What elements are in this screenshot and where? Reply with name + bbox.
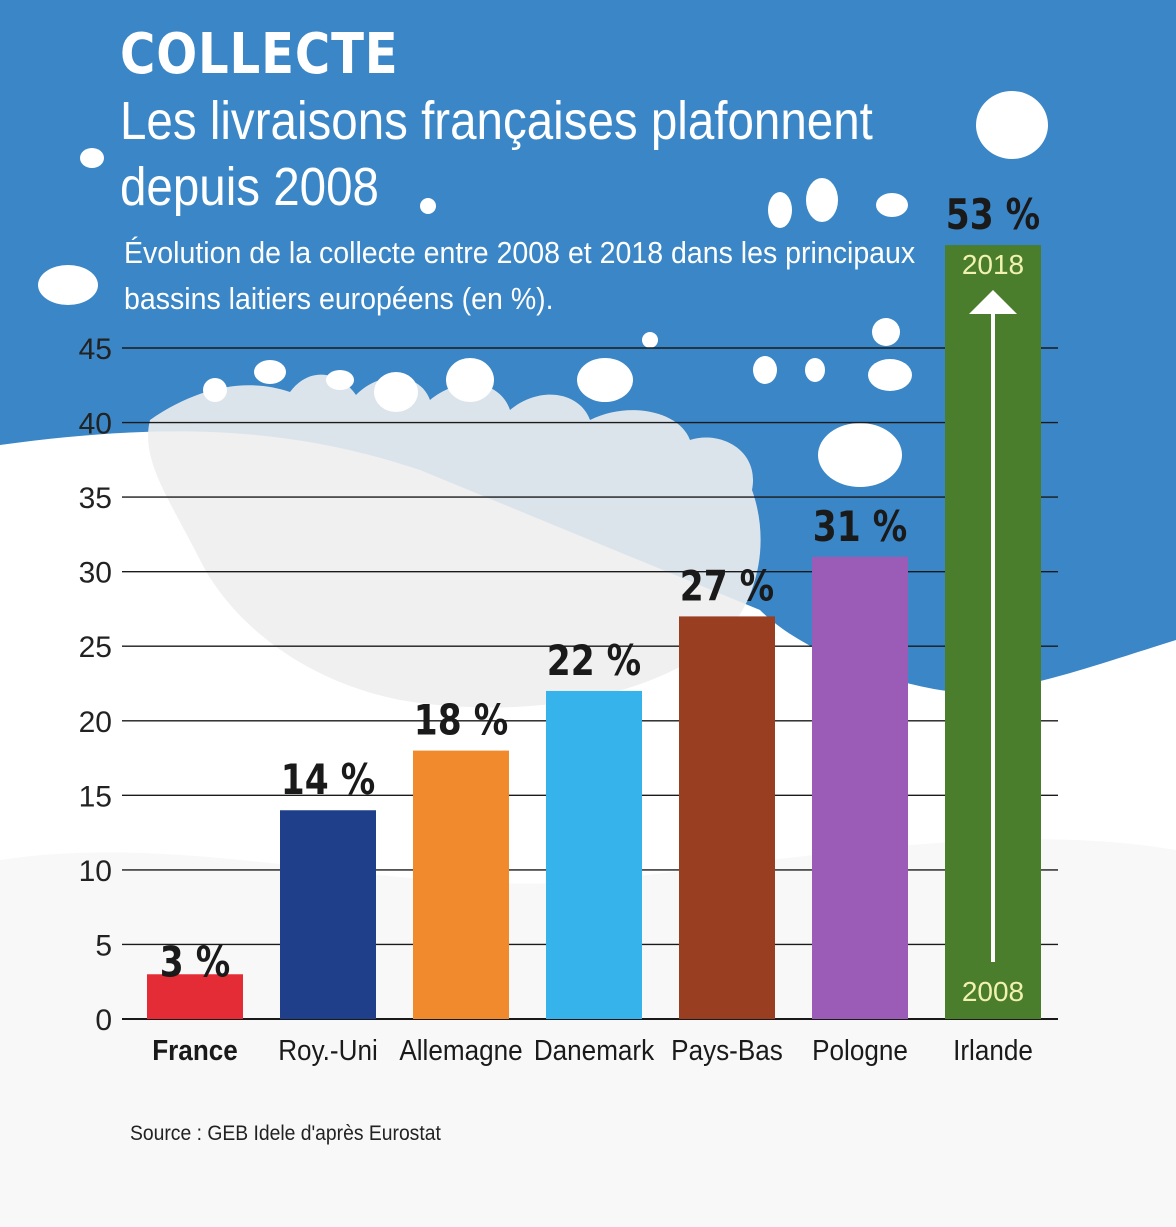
value-label: 27 % [680, 562, 774, 611]
value-label: 3 % [160, 938, 230, 987]
y-tick-label: 0 [95, 1004, 112, 1037]
milk-splash-shape [148, 374, 761, 708]
bar-danemark [546, 690, 642, 1019]
subtitle: Évolution de la collecte entre 2008 et 2… [124, 235, 916, 316]
bars [147, 245, 1041, 1019]
y-tick-label: 30 [79, 557, 112, 590]
bar-france [147, 974, 243, 1019]
bar-allemagne [413, 750, 509, 1019]
y-tick-label: 45 [79, 333, 112, 366]
source-note: Source : GEB Idele d'après Eurostat [130, 1122, 441, 1145]
arrow-head [969, 290, 1017, 314]
category-label: Irlande [953, 1034, 1033, 1067]
value-label: 22 % [547, 637, 641, 686]
blue-sky-background [0, 0, 1176, 692]
headline: Les livraisons françaises plafonnent dep… [120, 91, 873, 217]
y-axis-ticks: 0 5 10 15 20 25 30 35 40 45 [79, 333, 112, 1037]
milk-droplets [38, 91, 1048, 487]
category-label: Danemark [534, 1034, 655, 1067]
y-tick-label: 5 [95, 929, 112, 962]
value-label: 14 % [281, 756, 375, 805]
irlande-arrow-annotation: 2018 2008 [962, 249, 1024, 1007]
y-tick-label: 25 [79, 631, 112, 664]
value-labels: 3 % 14 % 18 % 22 % 27 % 31 % 53 % [160, 191, 1040, 987]
header: COLLECTE Les livraisons françaises plafo… [120, 22, 980, 220]
category-label: Allemagne [399, 1034, 522, 1067]
y-tick-label: 40 [79, 408, 112, 441]
y-tick-label: 20 [79, 706, 112, 739]
bar-pays-bas [679, 616, 775, 1019]
category-label: France [152, 1034, 238, 1067]
category-label: Pologne [812, 1034, 908, 1067]
category-labels: France Roy.-Uni Allemagne Danemark Pays-Bas P… [152, 1034, 1033, 1067]
value-label: 53 % [946, 191, 1040, 240]
y-tick-label: 15 [79, 780, 112, 813]
arrow-end-label: 2018 [962, 249, 1024, 280]
arrow-start-label: 2008 [962, 976, 1024, 1007]
category-label: Pays-Bas [671, 1034, 783, 1067]
value-label: 18 % [414, 696, 508, 745]
value-label: 31 % [813, 502, 907, 551]
y-tick-label: 10 [79, 855, 112, 888]
category-label: Roy.-Uni [278, 1034, 378, 1067]
bar-roy-uni [280, 810, 376, 1019]
bar-pologne [812, 556, 908, 1019]
y-tick-label: 35 [79, 482, 112, 515]
kicker-title: COLLECTE [120, 22, 399, 87]
